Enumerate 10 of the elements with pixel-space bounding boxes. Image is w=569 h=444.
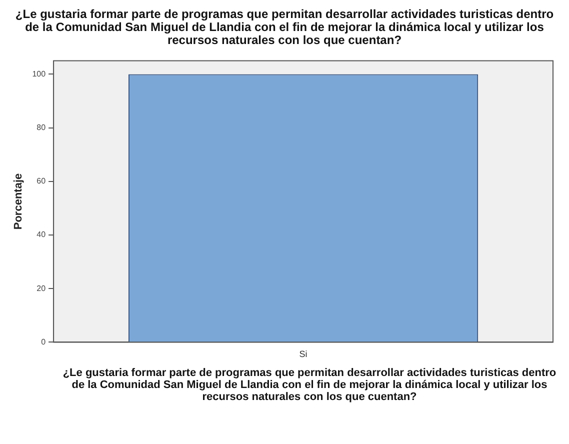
x-tick-label: Si <box>299 349 308 360</box>
y-tick-label: 80 <box>36 123 46 132</box>
y-tick-label: 40 <box>36 230 46 240</box>
y-tick-label: 0 <box>41 337 46 346</box>
y-tick-label: 100 <box>32 69 46 78</box>
y-tick-label: 60 <box>36 176 46 186</box>
y-axis-title: Porcentaje <box>12 173 25 230</box>
x-axis-title: ¿Le gustaria formar parte de programas que permitan desarrollar actividades turisticas dentro de la Comunidad San Miguel de Llandia con el fin de mejorar la dinámica local y utilizar los recursos naturales con los que cuentan? <box>62 367 558 403</box>
y-tick-label: 20 <box>36 284 46 293</box>
chart-title: ¿Le gustaria formar parte de programas que permitan desarrollar actividades turisticas dentro de la Comunidad San Miguel de Llandia con el fin de mejorar la dinámica local y utilizar los recursos naturales con los que cuentan? <box>14 7 555 47</box>
